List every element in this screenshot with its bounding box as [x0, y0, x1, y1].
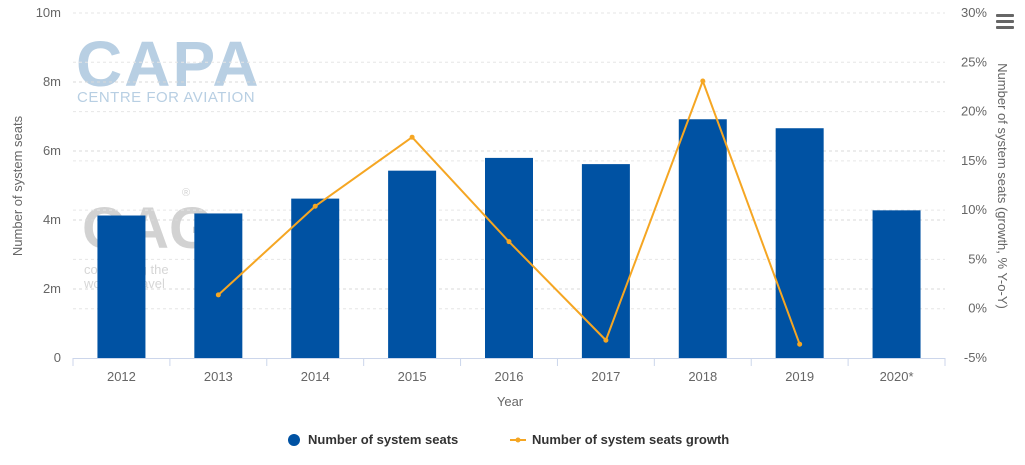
line-series	[215, 78, 803, 347]
x-tick-label-2017: 2017	[591, 369, 620, 384]
y-left-tick-label: 10m	[36, 5, 61, 20]
x-tick-label-2018: 2018	[688, 369, 717, 384]
capa-logo: CAPA	[76, 28, 261, 100]
y-right-tick-label: 0%	[968, 301, 987, 316]
bar-series	[97, 119, 921, 358]
y-left-tick-label: 8m	[43, 74, 61, 89]
y-right-tick-label: 10%	[961, 202, 987, 217]
menu-bar-1	[996, 14, 1014, 17]
y-left-tick-label: 4m	[43, 212, 61, 227]
growth-point-2018[interactable]	[700, 78, 706, 84]
growth-point-2016[interactable]	[506, 239, 512, 245]
legend-item-seats[interactable]: Number of system seats	[288, 432, 458, 447]
x-axis-title: Year	[497, 394, 524, 409]
growth-point-2013[interactable]	[215, 292, 221, 298]
legend-item-growth[interactable]: Number of system seats growth	[510, 432, 729, 447]
y-right-tick-label: 20%	[961, 104, 987, 119]
x-tick-label-2015: 2015	[398, 369, 427, 384]
y-right-tick-label: 25%	[961, 54, 987, 69]
y-axis-right-title: Number of system seats (growth, % Y-o-Y)	[995, 63, 1010, 309]
legend-label-seats: Number of system seats	[308, 432, 458, 447]
legend-label-growth: Number of system seats growth	[532, 432, 729, 447]
menu-bar-3	[996, 26, 1014, 29]
x-tick-label-2012: 2012	[107, 369, 136, 384]
y-axis-left-title: Number of system seats	[10, 115, 25, 256]
capa-subtitle: CENTRE FOR AVIATION	[77, 89, 255, 106]
growth-point-2017[interactable]	[603, 337, 609, 343]
legend-marker-growth	[515, 437, 521, 443]
oag-registered-mark: ®	[182, 187, 190, 199]
bar-2020-star[interactable]	[872, 210, 921, 358]
x-tick-label-2014: 2014	[301, 369, 330, 384]
bar-2012[interactable]	[97, 215, 146, 358]
x-tick-label-2016: 2016	[495, 369, 524, 384]
x-tick-label-2019: 2019	[785, 369, 814, 384]
bar-2019[interactable]	[775, 128, 824, 358]
legend-marker-seats	[288, 434, 300, 446]
x-tick-label-2020-star: 2020*	[880, 369, 914, 384]
legend: Number of system seats Number of system …	[288, 432, 729, 447]
growth-point-2014[interactable]	[312, 203, 318, 209]
bar-2017[interactable]	[581, 164, 630, 358]
y-right-tick-label: 30%	[961, 5, 987, 20]
menu-bar-2	[996, 20, 1014, 23]
growth-point-2019[interactable]	[797, 341, 803, 347]
y-right-tick-label: 15%	[961, 153, 987, 168]
x-tick-label-2013: 2013	[204, 369, 233, 384]
bar-2015[interactable]	[388, 170, 437, 358]
y-left-tick-label: 2m	[43, 281, 61, 296]
bar-2014[interactable]	[291, 198, 340, 358]
y-right-tick-label: -5%	[964, 350, 988, 365]
bar-2013[interactable]	[194, 213, 243, 358]
growth-point-2015[interactable]	[409, 134, 415, 140]
hamburger-menu-icon[interactable]	[996, 14, 1014, 30]
bar-2018[interactable]	[678, 119, 727, 358]
y-left-tick-label: 0	[54, 350, 61, 365]
y-left-tick-label: 6m	[43, 143, 61, 158]
y-right-tick-label: 5%	[968, 251, 987, 266]
axes: 0 2m 4m 6m 8m 10m -5% 0% 5% 10% 15% 20% 25% 30% 2012 20…	[36, 5, 988, 384]
